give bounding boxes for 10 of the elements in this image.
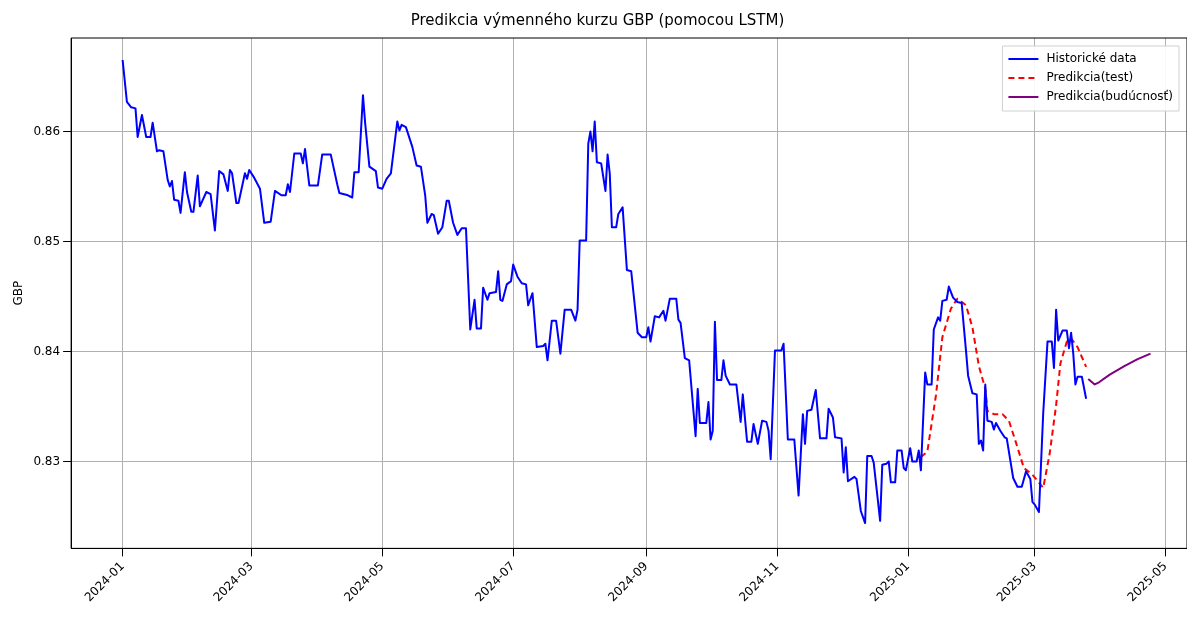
y-axis-title: GBP xyxy=(11,280,26,306)
line-series xyxy=(919,297,1088,489)
y-tick-label: 0.85 xyxy=(33,233,61,248)
y-tick-label: 0.83 xyxy=(33,453,61,468)
legend-label: Historické data xyxy=(1046,51,1137,66)
y-tick-label: 0.84 xyxy=(33,343,61,358)
y-tick-label: 0.86 xyxy=(33,123,61,138)
legend-label: Predikcia(budúcnosť) xyxy=(1046,89,1173,104)
legend-label: Predikcia(test) xyxy=(1046,70,1134,85)
chart-title: Predikcia výmenného kurzu GBP (pomocou LSTM) xyxy=(410,10,785,29)
